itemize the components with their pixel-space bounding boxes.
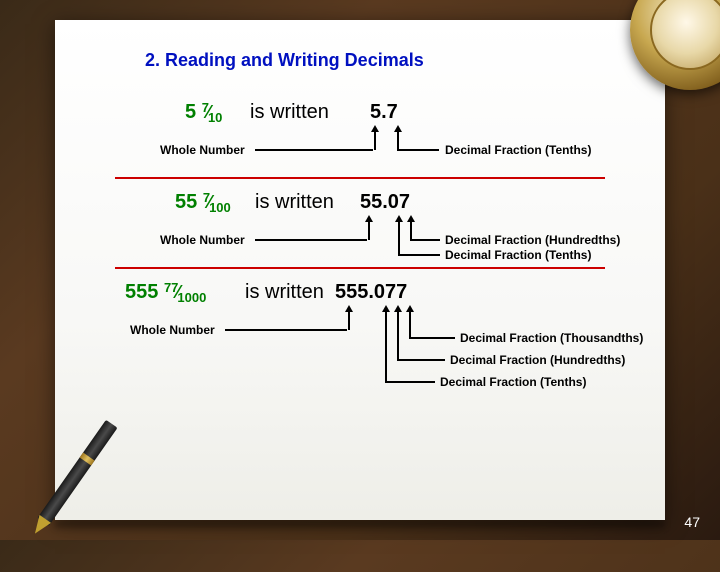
- page-title: 2. Reading and Writing Decimals: [145, 50, 645, 71]
- connector-line: [398, 254, 440, 256]
- connector-vline: [385, 311, 387, 382]
- connector-line: [409, 337, 455, 339]
- connector-line: [397, 149, 439, 151]
- decimal-value: 55.07: [360, 191, 410, 214]
- connector-vline: [397, 131, 399, 150]
- example-row: 55 7⁄100 is written 55.07 Whole Number Decim…: [75, 191, 645, 261]
- is-written-text: is written: [255, 191, 334, 214]
- arrow-up-icon: [365, 215, 373, 222]
- whole-part: 555: [125, 281, 164, 303]
- denominator: 1000: [177, 290, 206, 305]
- arrow-up-icon: [394, 305, 402, 312]
- mixed-fraction: 5 7⁄10: [185, 101, 222, 124]
- arrow-up-icon: [345, 305, 353, 312]
- mixed-fraction: 555 77⁄1000: [125, 281, 206, 304]
- arrow-up-icon: [395, 215, 403, 222]
- whole-part: 5: [185, 101, 202, 123]
- arrow-up-icon: [382, 305, 390, 312]
- decimal-fraction-label: Decimal Fraction (Thousandths): [460, 331, 643, 345]
- decimal-fraction-label: Decimal Fraction (Hundredths): [445, 233, 620, 247]
- section-divider: [115, 267, 605, 269]
- connector-line: [410, 239, 440, 241]
- is-written-text: is written: [245, 281, 324, 304]
- arrow-up-icon: [371, 125, 379, 132]
- decimal-fraction-label: Decimal Fraction (Tenths): [445, 248, 591, 262]
- connector-vline: [410, 221, 412, 240]
- mixed-fraction: 55 7⁄100: [175, 191, 231, 214]
- whole-part: 55: [175, 191, 203, 213]
- decimal-fraction-label: Decimal Fraction (Tenths): [440, 375, 586, 389]
- example-row: 555 77⁄1000 is written 555.077 Whole Number…: [75, 281, 645, 401]
- connector-vline: [397, 311, 399, 360]
- paper-page: 2. Reading and Writing Decimals 5 7⁄10 is…: [55, 20, 665, 520]
- denominator: 100: [209, 200, 231, 215]
- connector-vline: [348, 311, 350, 330]
- page-number: 47: [684, 514, 700, 530]
- connector-line: [397, 359, 445, 361]
- arrow-up-icon: [394, 125, 402, 132]
- whole-number-label: Whole Number: [130, 323, 215, 337]
- decimal-fraction-label: Decimal Fraction (Tenths): [445, 143, 591, 157]
- section-divider: [115, 177, 605, 179]
- whole-number-label: Whole Number: [160, 233, 245, 247]
- example-row: 5 7⁄10 is written 5.7 Whole Number Decimal F…: [75, 101, 645, 171]
- whole-number-label: Whole Number: [160, 143, 245, 157]
- connector-line: [255, 149, 373, 151]
- connector-line: [225, 329, 347, 331]
- denominator: 10: [208, 110, 222, 125]
- connector-vline: [374, 131, 376, 150]
- decimal-value: 555.077: [335, 281, 407, 304]
- decimal-value: 5.7: [370, 101, 398, 124]
- decimal-fraction-label: Decimal Fraction (Hundredths): [450, 353, 625, 367]
- is-written-text: is written: [250, 101, 329, 124]
- connector-vline: [398, 221, 400, 255]
- connector-line: [385, 381, 435, 383]
- connector-vline: [368, 221, 370, 240]
- connector-vline: [409, 311, 411, 338]
- connector-line: [255, 239, 367, 241]
- arrow-up-icon: [406, 305, 414, 312]
- arrow-up-icon: [407, 215, 415, 222]
